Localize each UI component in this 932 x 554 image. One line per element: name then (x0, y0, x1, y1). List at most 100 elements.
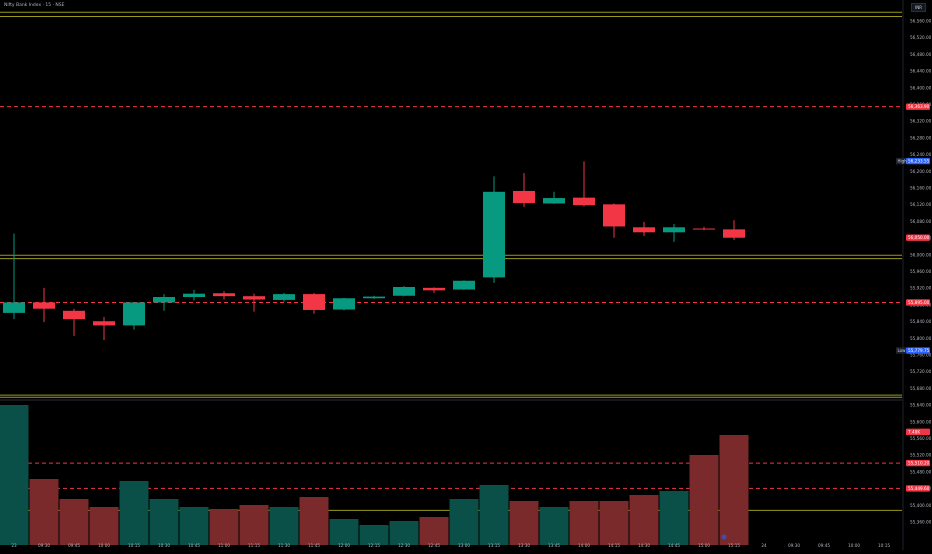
candle-body (483, 191, 505, 278)
x-tick-label: 11:45 (308, 543, 320, 548)
y-tick-label: 56,000.00 (910, 252, 932, 257)
x-tick-label: 12:00 (338, 543, 350, 548)
x-tick-label: 09:30 (38, 543, 50, 548)
price-label-tag-box (896, 157, 906, 165)
volume-bar (179, 507, 209, 545)
y-tick-label: 55,920.00 (910, 286, 932, 291)
y-tick-label: 56,320.00 (910, 119, 932, 124)
y-tick-label: 55,680.00 (910, 386, 932, 391)
candle-body (543, 198, 565, 204)
volume-bar (269, 507, 299, 545)
y-tick-label: 55,760.00 (910, 353, 932, 358)
price-label-box (906, 103, 930, 110)
currency-badge[interactable]: INR (911, 3, 926, 12)
x-tick-label: 12:45 (428, 543, 440, 548)
y-tick-label: 56,120.00 (910, 202, 932, 207)
volume-bar (719, 435, 749, 545)
x-tick-label: 11:15 (248, 543, 260, 548)
y-tick-label: 55,600.00 (910, 419, 932, 424)
candle-body (723, 229, 745, 238)
volume-bar (59, 499, 89, 545)
x-tick-label: 14:00 (578, 543, 590, 548)
price-label-box (906, 347, 930, 354)
volume-bar (89, 507, 119, 545)
volume-bar (299, 497, 329, 545)
volume-bar (359, 525, 389, 545)
y-tick-label: 56,400.00 (910, 85, 932, 90)
candle (243, 293, 265, 312)
price-label-tag: Low (898, 348, 907, 353)
candle (453, 280, 475, 290)
price-label: 56,363.90 (906, 103, 930, 110)
candle-body (63, 310, 85, 320)
y-tick-label: 56,520.00 (910, 35, 932, 40)
volume-bar (569, 501, 599, 545)
x-tick-label: 10:15 (878, 543, 890, 548)
x-tick-label: 10:45 (188, 543, 200, 548)
candle (693, 226, 715, 231)
price-label: 7.48K (906, 428, 930, 436)
candle (153, 294, 175, 311)
price-label: 55,510.20 (906, 459, 930, 467)
candle-body (243, 296, 265, 300)
volume-bar (149, 499, 179, 545)
candle-body (273, 294, 295, 300)
volume-bar (0, 405, 29, 545)
volume-bar (209, 509, 239, 545)
y-tick-label: 56,560.00 (910, 19, 932, 24)
price-label-box (906, 157, 930, 165)
x-tick-label: 13:30 (518, 543, 530, 548)
y-tick-label: 55,720.00 (910, 369, 932, 374)
x-tick-label: 13:15 (488, 543, 500, 548)
y-tick-label: 56,200.00 (910, 169, 932, 174)
volume-bars (0, 405, 749, 545)
y-tick-label: 55,400.00 (910, 503, 932, 508)
x-tick-label: 10:00 (98, 543, 110, 548)
candle-body (333, 298, 355, 310)
price-label-box (906, 299, 930, 306)
candle-body (33, 302, 55, 309)
y-tick-label: 55,560.00 (910, 436, 932, 441)
y-tick-label: 56,240.00 (910, 152, 932, 157)
volume-bar (419, 517, 449, 545)
candle (63, 308, 85, 336)
candle-body (303, 294, 325, 310)
y-tick-label: 55,960.00 (910, 269, 932, 274)
price-label-value: 56,050.00 (908, 235, 930, 240)
candle-body (393, 286, 415, 296)
symbol-legend[interactable]: Nifty Bank Index · 15 · NSE (4, 3, 65, 8)
price-label: 56,050.00 (906, 234, 930, 241)
x-tick-label: 12:15 (368, 543, 380, 548)
volume-bar (449, 499, 479, 545)
x-tick-label: 09:45 (818, 543, 830, 548)
y-tick-label: 55,840.00 (910, 319, 932, 324)
price-label-box (906, 428, 930, 436)
price-label-value: 55,895.00 (908, 300, 930, 305)
y-tick-label: 55,520.00 (910, 453, 932, 458)
price-label: 55,449.60 (906, 485, 930, 492)
y-tick-label: 55,800.00 (910, 336, 932, 341)
price-label-box (906, 459, 930, 467)
y-tick-label: 56,160.00 (910, 186, 932, 191)
price-label-box (906, 485, 930, 492)
y-tick-label: 55,480.00 (910, 469, 932, 474)
y-tick-label: 56,280.00 (910, 135, 932, 140)
candle (603, 203, 625, 238)
candle (183, 289, 205, 301)
price-label-value: 7.48K (908, 429, 920, 434)
x-tick-label: 15:15 (728, 543, 740, 548)
price-label-value: 55,449.60 (908, 486, 930, 491)
price-label-box (906, 234, 930, 241)
candle (393, 286, 415, 297)
volume-bar (539, 507, 569, 545)
candle (723, 220, 745, 240)
candle (663, 223, 685, 242)
candle (633, 221, 655, 237)
volume-bar (689, 455, 719, 545)
candle (513, 173, 535, 207)
price-label-tag-box (896, 347, 906, 354)
